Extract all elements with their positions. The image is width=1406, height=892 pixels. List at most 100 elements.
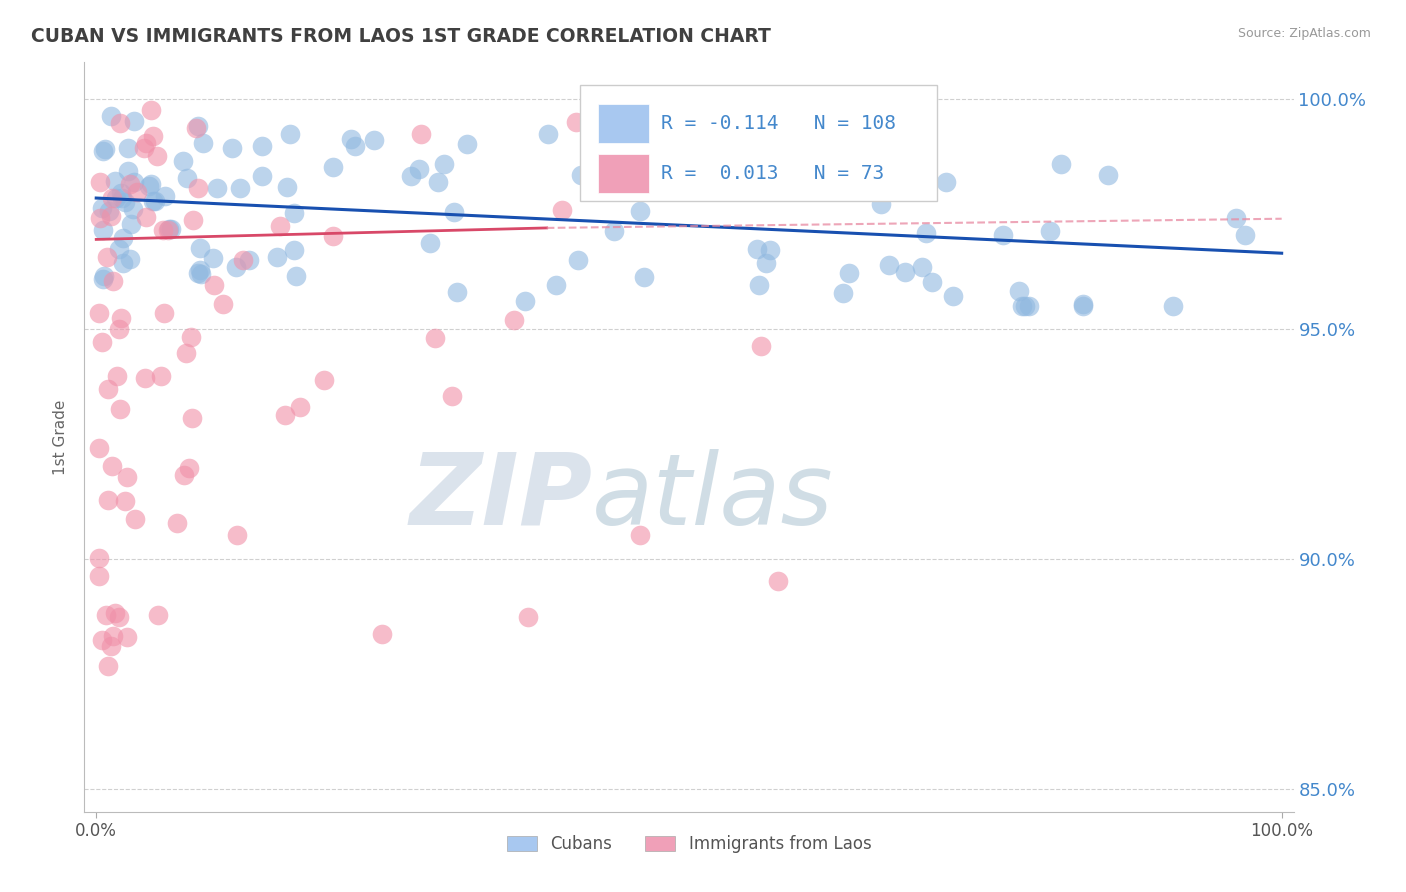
Point [100,109,122,123]
Point [90,632,112,647]
Text: CUBAN VS IMMIGRANTS FROM LAOS 1ST GRADE CORRELATION CHART: CUBAN VS IMMIGRANTS FROM LAOS 1ST GRADE … [31,27,770,45]
Point [312,373,335,387]
Point [97,658,120,673]
Point [152,223,174,237]
Point [569,168,592,182]
Point [103,629,125,643]
Y-axis label: 1st Grade: 1st Grade [53,400,69,475]
Point [644,136,666,150]
Point [225,260,247,274]
Point [1008,284,1031,298]
Point [138,178,160,193]
Point [221,141,243,155]
Point [269,219,291,233]
Point [226,528,249,542]
Point [114,493,136,508]
Point [181,411,204,425]
Point [513,293,536,308]
Point [440,389,463,403]
Point [935,175,957,189]
Point [94,142,117,156]
Point [202,277,225,292]
Point [1071,297,1094,311]
Point [433,157,456,171]
Point [110,186,132,201]
Point [1011,299,1033,313]
Point [603,127,626,141]
Point [456,136,478,151]
Point [567,252,589,267]
FancyBboxPatch shape [599,104,650,143]
Point [134,141,156,155]
Point [911,260,934,275]
Point [104,191,127,205]
Point [344,138,367,153]
Point [89,211,111,226]
Point [551,203,574,218]
Point [120,252,142,267]
Point [135,210,157,224]
Point [101,191,124,205]
FancyBboxPatch shape [581,85,936,201]
Point [1225,211,1247,225]
Point [273,408,295,422]
Point [408,161,430,176]
Point [278,128,301,142]
Legend: Cubans, Immigrants from Laos: Cubans, Immigrants from Laos [501,829,877,860]
Point [179,461,201,475]
Point [425,330,447,344]
Point [250,139,273,153]
Point [190,267,212,281]
Point [517,610,540,624]
Point [749,339,772,353]
Point [614,165,637,179]
Point [745,242,768,256]
Point [89,175,111,189]
Point [111,191,134,205]
Point [188,241,211,255]
Point [96,251,118,265]
Point [108,401,131,416]
Text: R =  0.013   N = 73: R = 0.013 N = 73 [661,164,884,183]
Point [176,170,198,185]
Point [94,607,117,622]
Point [427,175,450,189]
Point [117,164,139,178]
Point [276,180,298,194]
Point [146,608,169,623]
Point [1018,299,1040,313]
Point [191,136,214,150]
Point [187,180,209,194]
Point [100,209,122,223]
Point [93,223,115,237]
Point [633,270,655,285]
Point [290,401,312,415]
Point [741,143,763,157]
Point [187,120,209,134]
Point [238,253,260,268]
Point [91,144,114,158]
Point [1097,168,1119,182]
Point [108,242,131,256]
Point [118,177,141,191]
Point [87,550,110,565]
Point [107,610,129,624]
Point [183,212,205,227]
Point [870,197,893,211]
Point [87,441,110,455]
Point [127,185,149,199]
Point [232,253,254,268]
Point [121,202,143,216]
Point [873,182,896,196]
Point [135,136,157,151]
Point [322,160,344,174]
Point [283,205,305,219]
Text: ZIP: ZIP [409,449,592,546]
Point [176,346,198,360]
Point [873,153,896,167]
Point [146,149,169,163]
Point [915,170,938,185]
Point [103,274,125,288]
Point [443,205,465,219]
Point [1050,157,1073,171]
